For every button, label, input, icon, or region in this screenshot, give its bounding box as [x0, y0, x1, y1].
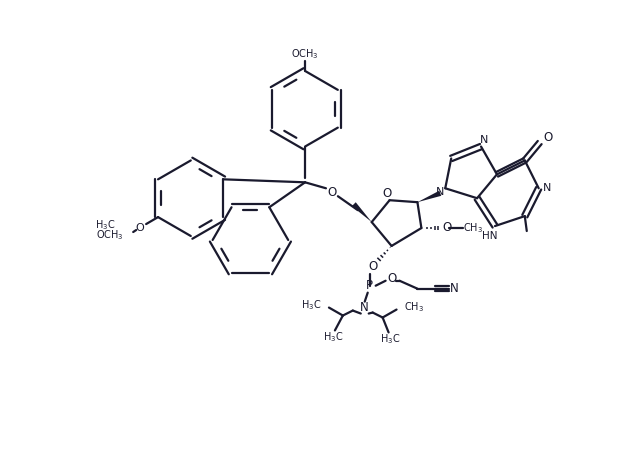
Text: CH$_3$: CH$_3$ — [404, 301, 424, 314]
Text: O: O — [136, 223, 145, 233]
Text: H$_3$C: H$_3$C — [323, 330, 343, 345]
Text: P: P — [366, 279, 373, 292]
Text: O: O — [543, 131, 552, 144]
Text: N: N — [543, 183, 551, 193]
Text: O: O — [382, 187, 391, 200]
Text: N: N — [480, 134, 488, 145]
Text: CH$_3$: CH$_3$ — [463, 221, 483, 235]
Text: H$_3$C: H$_3$C — [380, 332, 401, 346]
Text: O: O — [327, 186, 337, 199]
Polygon shape — [417, 191, 442, 202]
Text: N: N — [360, 301, 369, 314]
Text: H$_3$C: H$_3$C — [301, 298, 321, 313]
Text: N: N — [436, 187, 444, 197]
Text: N: N — [450, 282, 459, 295]
Text: O: O — [442, 220, 452, 234]
Text: OCH$_3$: OCH$_3$ — [95, 228, 124, 242]
Text: H$_3$C: H$_3$C — [95, 218, 115, 232]
Text: OCH$_3$: OCH$_3$ — [291, 47, 319, 61]
Polygon shape — [352, 202, 372, 222]
Text: HN: HN — [482, 231, 498, 241]
Text: O: O — [368, 260, 378, 274]
Text: O: O — [387, 272, 396, 285]
